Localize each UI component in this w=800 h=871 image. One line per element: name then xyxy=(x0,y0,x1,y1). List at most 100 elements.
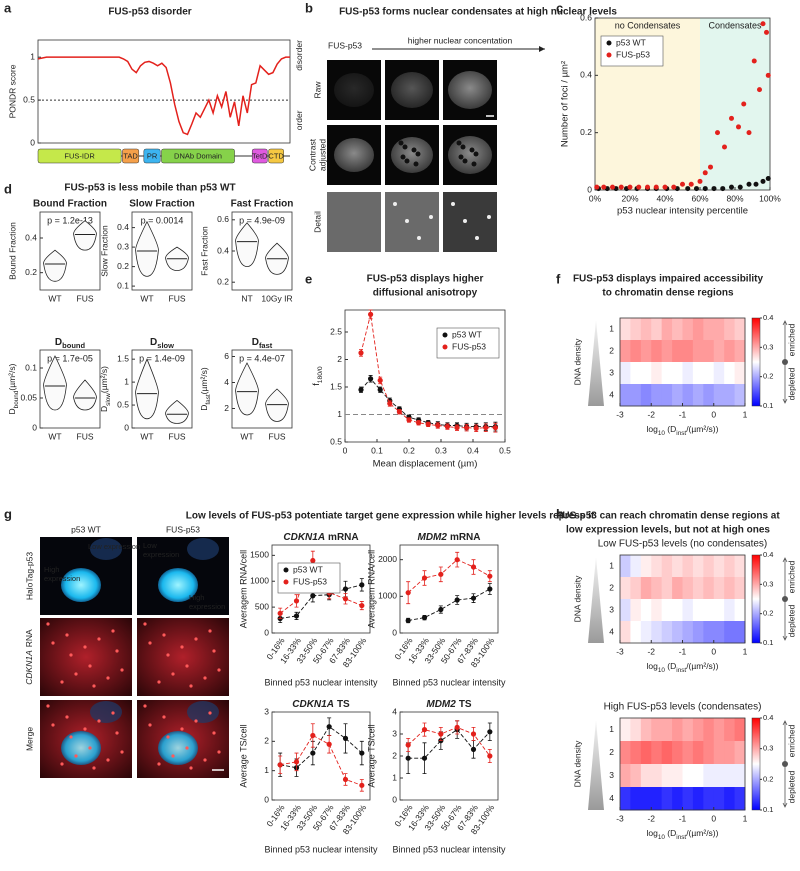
detail-texture xyxy=(443,192,497,252)
rna-spot xyxy=(157,680,161,684)
subplot-title-gene: MDM2 xyxy=(426,699,456,710)
point xyxy=(277,762,283,768)
y-tick-label: 0 xyxy=(264,794,269,804)
y-axis-label: DNA density xyxy=(572,740,582,788)
y-axis-label: Average TS/cell xyxy=(366,724,376,787)
domain-label: PR xyxy=(147,151,158,160)
rna-spot xyxy=(180,727,184,731)
point xyxy=(438,571,444,577)
heatmap-cell xyxy=(651,787,663,811)
legend-label: FUS-p53 xyxy=(293,576,327,586)
rna-spot xyxy=(189,684,193,688)
rna-spot xyxy=(171,754,175,758)
rna-spot xyxy=(189,766,193,770)
rna-spot xyxy=(194,719,198,723)
plot-frame xyxy=(399,711,499,801)
y-axis-label-part: (µm²/s) xyxy=(7,363,17,390)
heatmap-cell xyxy=(661,741,673,765)
legend-marker xyxy=(606,52,612,58)
heatmap-cell xyxy=(620,599,631,622)
heatmap-cell xyxy=(672,718,683,742)
y-axis-label: Average TS/cell xyxy=(238,724,248,787)
colorbar-label: enriched xyxy=(786,323,796,356)
point xyxy=(421,615,428,621)
point xyxy=(438,731,444,737)
subplot-title-part: D xyxy=(150,337,157,348)
heatmap-cell xyxy=(724,621,735,644)
y-tick-label: 1000 xyxy=(378,591,397,601)
subplot-title-part: slow xyxy=(157,341,174,350)
panel-letter: g xyxy=(4,506,12,521)
x-tick-label: 0.4 xyxy=(467,445,479,455)
heatmap-cell xyxy=(682,621,694,644)
point xyxy=(627,184,633,190)
column-label: p53 WT xyxy=(71,524,101,534)
heatmap-cell xyxy=(724,318,735,341)
rna-spot xyxy=(46,704,50,708)
plot-frame xyxy=(39,349,101,429)
y-axis-label: Dbound(µm²/s) xyxy=(7,363,20,414)
heatmap-cell xyxy=(692,384,704,407)
violin xyxy=(43,355,67,411)
panel-title: Low levels of FUS-p53 potentiate target … xyxy=(186,511,595,522)
heatmap-cell xyxy=(724,362,735,385)
violin xyxy=(235,222,259,268)
point xyxy=(729,115,734,121)
nucleus xyxy=(448,71,492,109)
point xyxy=(492,425,498,431)
subplot-title-text: TS xyxy=(337,699,350,710)
heatmap-cell xyxy=(713,621,725,644)
annotation: p = 4.9e-09 xyxy=(239,215,285,225)
x-axis-label-part: inst xyxy=(676,834,686,841)
subplot-title: Slow Fraction xyxy=(129,199,195,210)
point xyxy=(753,181,759,187)
heatmap-cell xyxy=(682,555,694,578)
heatmap-cell xyxy=(713,384,725,407)
rna-spot xyxy=(97,719,101,723)
point xyxy=(751,58,757,64)
x-tick-label: 100% xyxy=(759,193,781,203)
point xyxy=(470,731,477,737)
heatmap-cell xyxy=(630,340,642,363)
violin xyxy=(235,362,259,416)
point xyxy=(594,184,600,190)
x-tick-label: NT xyxy=(241,293,252,303)
heatmap-cell xyxy=(734,621,746,644)
y-tick-label: 0.6 xyxy=(580,12,592,22)
rna-spot xyxy=(157,762,161,766)
rna-spot xyxy=(88,746,92,750)
point xyxy=(741,101,747,107)
point xyxy=(387,400,393,407)
rna-spot xyxy=(208,711,212,715)
panel-letter: b xyxy=(305,0,313,15)
rna-spot xyxy=(185,746,189,750)
heatmap-cell xyxy=(630,787,642,811)
y-tick-label: 1 xyxy=(30,51,35,61)
point xyxy=(694,186,699,192)
nucleus xyxy=(334,73,374,107)
y-tick-label: 3 xyxy=(264,706,269,716)
x-tick-label: WT xyxy=(48,431,61,441)
heatmap-cell xyxy=(640,384,652,407)
rna-spot xyxy=(120,750,124,754)
y-tick-label: 1.5 xyxy=(330,381,342,391)
rna-spot xyxy=(65,633,69,637)
point xyxy=(722,144,727,150)
point xyxy=(421,727,428,733)
nucleus xyxy=(61,568,101,602)
point xyxy=(342,586,349,592)
row-label: 1 xyxy=(609,724,614,734)
point xyxy=(368,376,374,382)
panel-title: to chromatin dense regions xyxy=(602,288,734,299)
point xyxy=(702,186,708,192)
rna-spot xyxy=(143,622,147,626)
point xyxy=(405,617,411,624)
heatmap-cell xyxy=(713,555,725,578)
heatmap-cell xyxy=(620,577,631,600)
heatmap-cell xyxy=(692,787,704,811)
x-axis-label-part: inst xyxy=(676,667,686,674)
colorbar-tick-label: 0.1 xyxy=(763,638,773,647)
x-axis-label: Binned p53 nuclear intensity xyxy=(392,844,506,854)
row-label: 4 xyxy=(609,793,614,803)
